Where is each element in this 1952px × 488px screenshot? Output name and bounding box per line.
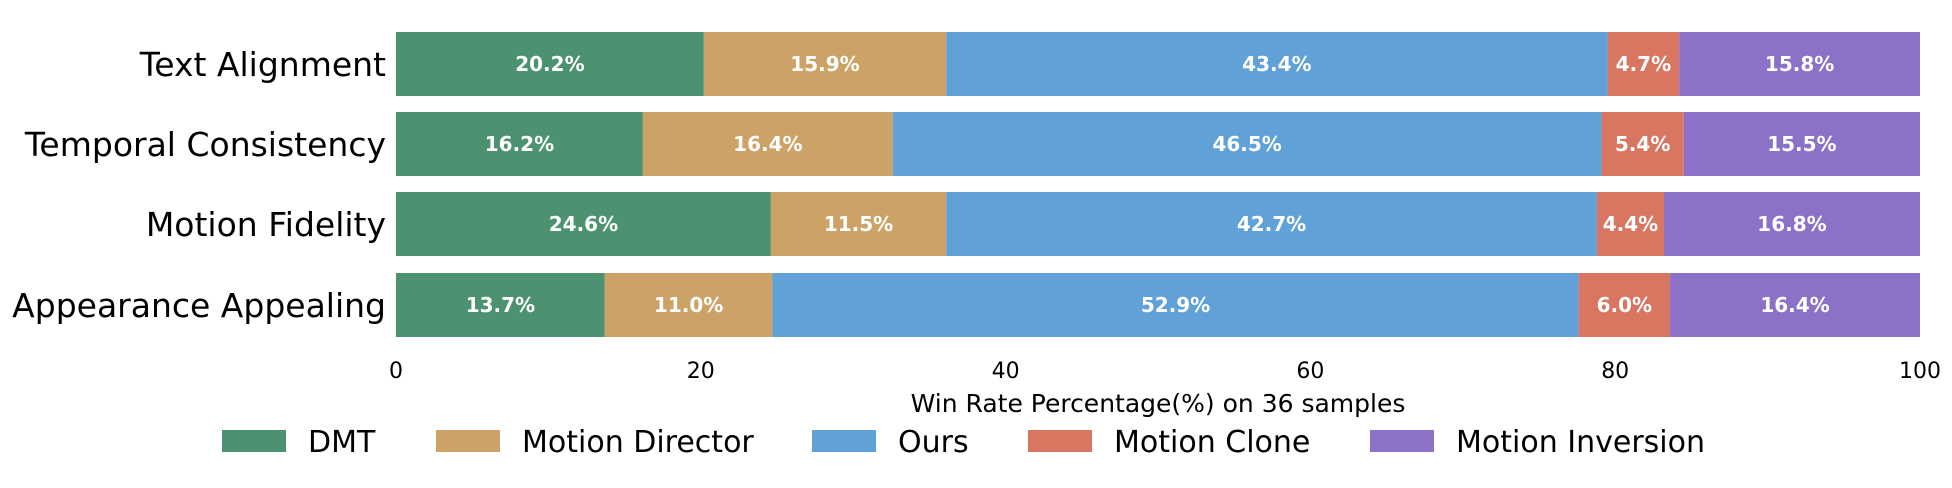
bar-segment	[1683, 112, 1920, 176]
bar-segment	[770, 192, 947, 256]
bar-segment	[703, 32, 947, 96]
x-axis-title: Win Rate Percentage(%) on 36 samples	[911, 389, 1406, 418]
bar-segment	[1601, 112, 1684, 176]
data-label: 42.7%	[1237, 212, 1306, 236]
legend-label: Motion Inversion	[1456, 425, 1705, 460]
data-label: 11.5%	[824, 212, 893, 236]
bar-segment	[892, 112, 1602, 176]
data-label: 6.0%	[1597, 293, 1652, 317]
bar-segment	[946, 32, 1608, 96]
legend-swatch	[1028, 430, 1092, 452]
bars-group: 20.2% 15.9% 43.4% 4.7% 15.8% 16.2% 16.4% 46.5% 5…	[396, 32, 1920, 337]
legend-swatch	[812, 430, 876, 452]
legend-label: Motion Director	[522, 425, 754, 460]
data-label: 16.2%	[485, 132, 554, 156]
data-label: 52.9%	[1141, 293, 1210, 317]
x-tick-label: 100	[1899, 359, 1941, 384]
x-axis: 0 20 40 60 80 100	[389, 359, 1941, 384]
legend-label: DMT	[308, 425, 376, 460]
data-label: 15.8%	[1765, 52, 1834, 76]
bar-segment	[396, 192, 771, 256]
legend-label: Motion Clone	[1114, 425, 1310, 460]
legend-swatch	[436, 430, 500, 452]
data-label: 15.9%	[790, 52, 859, 76]
data-label: 16.4%	[1760, 293, 1829, 317]
x-tick-label: 0	[389, 359, 403, 384]
category-label: Text Alignment	[139, 45, 386, 84]
bar-segment	[1663, 192, 1920, 256]
bar-segment	[396, 273, 605, 337]
category-labels: Text Alignment Temporal Consistency Motion…	[12, 45, 386, 325]
x-tick-label: 60	[1296, 359, 1324, 384]
legend-swatch	[222, 430, 286, 452]
bar-segment	[1670, 273, 1920, 337]
bar-segment	[604, 273, 773, 337]
data-label: 15.5%	[1767, 132, 1836, 156]
bar-segment	[396, 112, 643, 176]
data-label: 16.8%	[1757, 212, 1826, 236]
data-label: 46.5%	[1212, 132, 1281, 156]
bar-segment	[1578, 273, 1671, 337]
legend-label: Ours	[898, 425, 969, 460]
bar-segment	[946, 192, 1597, 256]
x-tick-label: 80	[1601, 359, 1629, 384]
legend-swatch	[1370, 430, 1434, 452]
data-label: 24.6%	[549, 212, 618, 236]
data-label: 20.2%	[515, 52, 584, 76]
category-label: Appearance Appealing	[12, 286, 386, 325]
bar-segment	[1596, 192, 1664, 256]
category-label: Motion Fidelity	[146, 205, 386, 244]
bar-segment	[642, 112, 893, 176]
data-label: 4.4%	[1603, 212, 1658, 236]
x-tick-label: 20	[687, 359, 715, 384]
data-label: 13.7%	[466, 293, 535, 317]
category-label: Temporal Consistency	[24, 125, 386, 164]
bar-segment	[772, 273, 1579, 337]
data-label: 11.0%	[654, 293, 723, 317]
legend: DMT Motion Director Ours Motion Clone Motion…	[222, 425, 1705, 460]
data-label: 43.4%	[1242, 52, 1311, 76]
bar-segment	[1607, 32, 1680, 96]
data-label: 16.4%	[733, 132, 802, 156]
data-label: 4.7%	[1616, 52, 1671, 76]
data-label: 5.4%	[1615, 132, 1670, 156]
x-tick-label: 40	[992, 359, 1020, 384]
bar-segment	[396, 32, 704, 96]
bar-segment	[1679, 32, 1920, 96]
